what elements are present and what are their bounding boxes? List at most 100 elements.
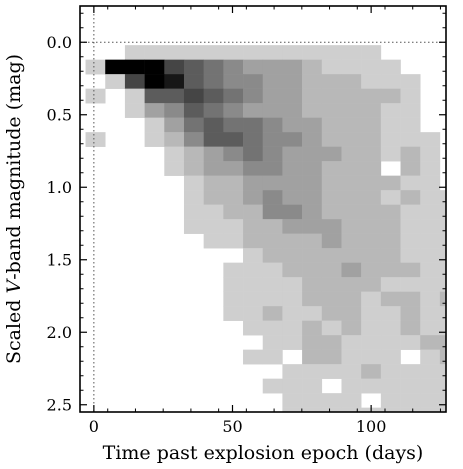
y-axis-title: Scaled V-band magnitude (mag) <box>3 54 25 364</box>
heatmap-cell <box>243 248 264 263</box>
heatmap-cell <box>420 393 441 408</box>
heatmap-cell <box>262 103 283 118</box>
heatmap-cell <box>341 349 362 365</box>
heatmap-cell <box>262 88 283 104</box>
heatmap-cell <box>361 88 382 104</box>
heatmap-cell <box>420 248 441 263</box>
plot-frame <box>79 5 447 413</box>
heatmap-cell <box>400 262 421 278</box>
heatmap-cell <box>243 146 264 162</box>
heatmap-cell <box>223 74 244 89</box>
heatmap-cell <box>223 204 244 220</box>
heatmap-cell <box>282 320 303 336</box>
heatmap-cell <box>243 233 264 249</box>
heatmap-cell <box>223 117 244 133</box>
heatmap-cell <box>400 190 421 205</box>
heatmap-cell <box>400 335 421 350</box>
heatmap-cell <box>183 190 204 205</box>
heatmap-cell <box>203 219 224 234</box>
heatmap-cell <box>380 190 401 205</box>
heatmap-cell <box>400 146 421 162</box>
heatmap-cell <box>282 132 303 147</box>
heatmap-cell <box>282 103 303 118</box>
heatmap-cell <box>341 103 362 118</box>
heatmap-cell <box>420 320 441 336</box>
heatmap-cell <box>400 74 421 89</box>
heatmap-cell <box>380 378 401 394</box>
heatmap-cell <box>302 306 323 321</box>
heatmap-cell <box>302 262 323 278</box>
heatmap-cell <box>380 349 401 365</box>
heatmap-cell <box>144 74 165 89</box>
heatmap-cell <box>243 103 264 118</box>
reference-lines <box>80 6 446 412</box>
heatmap-cell <box>400 393 421 408</box>
x-tick-label: 0 <box>89 417 99 436</box>
heatmap-cell <box>282 175 303 191</box>
heatmap-cell <box>361 349 382 365</box>
heatmap-cell <box>85 132 106 147</box>
heatmap-cell <box>262 161 283 176</box>
heatmap-cell <box>361 45 382 60</box>
heatmap-cell <box>380 407 401 413</box>
y-tick-label: 1.5 <box>47 250 72 269</box>
heatmap-cell <box>203 161 224 176</box>
heatmap-cell <box>243 45 264 60</box>
heatmap-cell <box>380 88 401 104</box>
heatmap-cell <box>420 378 441 394</box>
heatmap-cell <box>203 204 224 220</box>
heatmap-cell <box>282 88 303 104</box>
heatmap-cell <box>223 132 244 147</box>
heatmap-cell <box>341 132 362 147</box>
heatmap-cell <box>144 117 165 133</box>
y-axis-title-suffix: -band magnitude (mag) <box>3 54 25 280</box>
heatmap-cell <box>400 204 421 220</box>
heatmap-cell <box>223 103 244 118</box>
heatmap-cell <box>361 132 382 147</box>
heatmap-cell <box>420 291 441 307</box>
heatmap-cell <box>183 103 204 118</box>
heatmap-cell <box>321 393 342 408</box>
heatmap-cell <box>262 45 283 60</box>
heatmap-cell <box>439 219 447 234</box>
heatmap-cell <box>380 320 401 336</box>
heatmap-cell <box>321 161 342 176</box>
heatmap-cell <box>243 219 264 234</box>
heatmap-cell <box>400 117 421 133</box>
x-tick-label: 100 <box>356 417 387 436</box>
heatmap-cell <box>203 146 224 162</box>
heatmap-cell <box>341 233 362 249</box>
heatmap-cell <box>380 291 401 307</box>
heatmap-cell <box>302 45 323 60</box>
heatmap-cell <box>400 88 421 104</box>
x-tick-label: 50 <box>222 417 242 436</box>
heatmap-cell <box>85 88 106 104</box>
heatmap-cell <box>361 320 382 336</box>
heatmap-cell <box>420 175 441 191</box>
heatmap-cell <box>380 204 401 220</box>
heatmap-cell <box>341 335 362 350</box>
heatmap-cell <box>380 117 401 133</box>
heatmap-cell <box>124 103 145 118</box>
heatmap-cell <box>380 233 401 249</box>
heatmap-cell <box>183 204 204 220</box>
heatmap-cell <box>302 204 323 220</box>
heatmap-cell <box>243 262 264 278</box>
heatmap-cell <box>341 262 362 278</box>
heatmap-cell <box>282 306 303 321</box>
heatmap-cell <box>380 59 401 75</box>
heatmap-cell <box>282 378 303 394</box>
heatmap-cell <box>420 204 441 220</box>
heatmap-cell <box>302 103 323 118</box>
heatmap-cell <box>262 117 283 133</box>
heatmap-cell <box>223 277 244 292</box>
heatmap-cell <box>302 59 323 75</box>
heatmap-cell <box>223 306 244 321</box>
heatmap-cell <box>203 190 224 205</box>
heatmap-cell <box>302 233 323 249</box>
heatmap-cell <box>243 190 264 205</box>
heatmap-cell <box>223 88 244 104</box>
heatmap-cell <box>380 335 401 350</box>
heatmap-cell <box>262 248 283 263</box>
heatmap-cell <box>380 146 401 162</box>
